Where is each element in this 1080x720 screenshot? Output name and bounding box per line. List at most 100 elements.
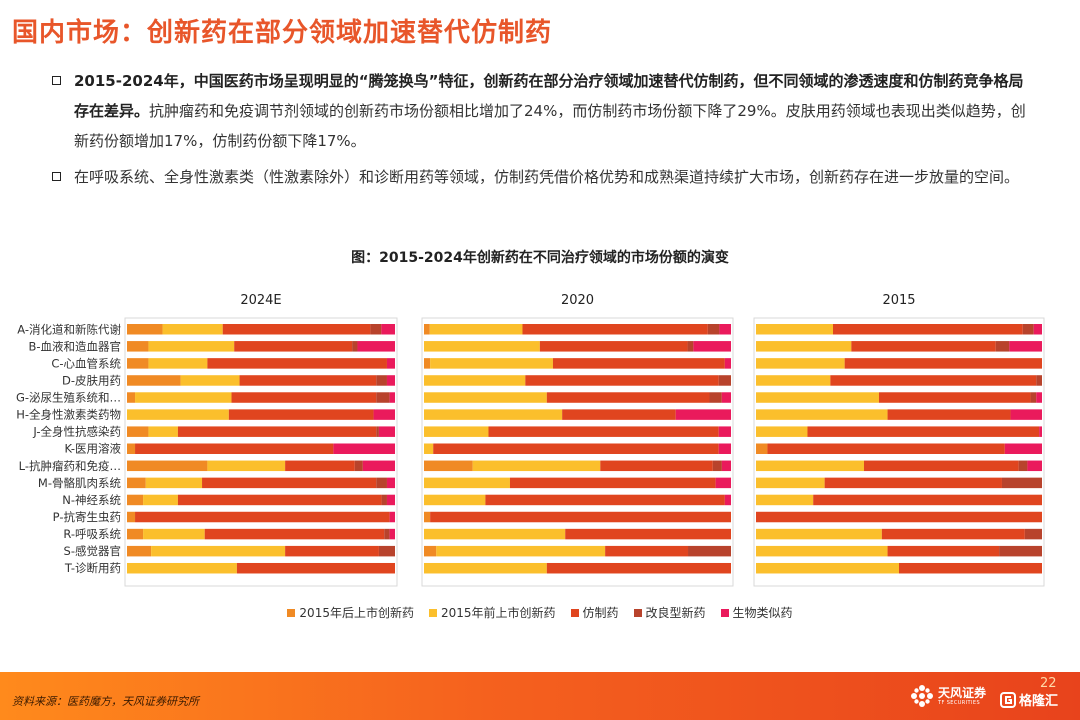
bar-segment: [600, 460, 713, 472]
bar-segment: [881, 528, 1025, 540]
bar-segment: [180, 375, 240, 386]
legend-label: 改良型新药: [645, 606, 706, 620]
category-label: R-呼吸系统: [63, 527, 121, 541]
bar-segment: [424, 477, 510, 489]
panel-label: 2020: [561, 293, 594, 308]
legend-label: 仿制药: [582, 606, 619, 620]
bullet-bold-text: 2015-2024年，中国医药市场呈现明显的“腾笼换鸟”特征，创新药在部分治疗领…: [74, 72, 1024, 120]
category-label: S-感觉器官: [64, 544, 121, 558]
bar-segment: [1004, 443, 1042, 454]
bar-segment: [231, 392, 377, 403]
bar-segment: [1036, 392, 1042, 403]
bar-segment: [851, 341, 996, 352]
bar-segment: [605, 545, 689, 557]
legend-swatch: [287, 608, 296, 617]
category-label: L-抗肿瘤药和免疫…: [19, 459, 121, 473]
bar-segment: [151, 545, 286, 557]
footer-bar: 资料来源：医药魔方，天风证券研究所 天风证券 TF SECURITIES 格隆汇…: [0, 672, 1080, 720]
bar-segment: [887, 409, 1011, 420]
bullet-square-icon: [52, 76, 61, 85]
bar-segment: [424, 375, 526, 386]
bar-segment: [177, 494, 382, 506]
bar-segment: [127, 545, 152, 557]
bar-segment: [202, 477, 377, 489]
legend-item: 2015年前上市创新药: [428, 604, 556, 621]
panel-frame: [753, 317, 1045, 587]
bar-segment: [707, 324, 720, 335]
bar-segment: [756, 511, 1042, 523]
bar-segment: [718, 443, 731, 454]
bar-segment: [756, 409, 888, 420]
source-note: 资料来源：医药魔方，天风证券研究所: [12, 695, 199, 708]
bar-segment: [143, 494, 178, 506]
bar-segment: [522, 324, 708, 335]
bar-segment: [878, 392, 1031, 403]
bar-segment: [424, 426, 489, 437]
bar-segment: [177, 426, 377, 437]
category-label: P-抗寄生虫药: [53, 510, 121, 524]
bar-segment: [127, 460, 208, 472]
bullet-text: 在呼吸系统、全身性激素类（性激素除外）和诊断用药等领域，仿制药凭借价格优势和成熟…: [74, 168, 1020, 186]
legend-swatch: [633, 608, 642, 617]
bar-segment: [433, 443, 719, 454]
panel-frame: [124, 317, 398, 587]
bar-segment: [429, 324, 523, 335]
bar-segment: [362, 460, 395, 472]
bar-segment: [424, 409, 563, 420]
gelonghui-name: 格隆汇: [1019, 694, 1059, 709]
bar-segment: [207, 358, 387, 369]
bar-segment: [384, 528, 390, 540]
bar-segment: [127, 494, 144, 506]
bar-segment: [354, 460, 363, 472]
bar-segment: [552, 358, 725, 369]
bar-segment: [562, 409, 676, 420]
bar-segment: [436, 545, 606, 557]
bar-segment: [127, 426, 149, 437]
legend-item: 仿制药: [570, 604, 619, 621]
category-label: A-消化道和新陈代谢: [17, 322, 121, 336]
bar-segment: [1001, 477, 1042, 489]
bar-segment: [424, 562, 547, 574]
category-label: H-全身性激素类药物: [16, 408, 121, 422]
stacked-bar-chart: A-消化道和新陈代谢 B-血液和造血器官 C-心血管系统 D-皮肤用药 G-泌尿生殖系统…: [16, 293, 1045, 587]
bar-segment: [863, 460, 1019, 472]
category-label: K-医用溶液: [65, 442, 122, 456]
bar-segment: [389, 528, 395, 540]
bar-segment: [376, 477, 387, 489]
bar-segment: [756, 358, 845, 369]
bar-segment: [386, 494, 395, 506]
legend-label: 2015年后上市创新药: [299, 606, 414, 620]
bar-segment: [1024, 528, 1042, 540]
bar-segment: [999, 545, 1042, 557]
bar-segment: [675, 409, 731, 420]
bullet-item: 2015-2024年，中国医药市场呈现明显的“腾笼换鸟”特征，创新药在部分治疗领…: [50, 66, 1035, 156]
bullet-item: 在呼吸系统、全身性激素类（性激素除外）和诊断用药等领域，仿制药凭借价格优势和成熟…: [50, 162, 1035, 192]
bar-segment: [204, 528, 385, 540]
bar-segment: [488, 426, 719, 437]
bar-segment: [1027, 460, 1042, 472]
bar-segment: [807, 426, 1040, 437]
legend-item: 2015年后上市创新药: [287, 604, 414, 621]
bar-segment: [830, 375, 1037, 386]
bar-segment: [333, 443, 395, 454]
bar-segment: [376, 375, 387, 386]
bar-segment: [1030, 392, 1037, 403]
bar-segment: [127, 392, 136, 403]
legend-swatch: [428, 608, 437, 617]
bar-segment: [376, 392, 390, 403]
tf-flower-icon: [911, 685, 933, 707]
bar-segment: [135, 511, 390, 523]
bar-segment: [721, 460, 731, 472]
category-label: N-神经系统: [62, 493, 121, 507]
gelonghui-icon: [1000, 691, 1016, 708]
bar-segment: [357, 341, 395, 352]
bar-segment: [424, 545, 437, 557]
bar-segment: [719, 324, 731, 335]
bar-segment: [424, 443, 434, 454]
bar-segment: [127, 375, 181, 386]
bar-segment: [525, 375, 719, 386]
bar-segment: [509, 477, 716, 489]
bar-segment: [285, 545, 379, 557]
bar-segment: [162, 324, 223, 335]
bar-segment: [378, 426, 395, 437]
